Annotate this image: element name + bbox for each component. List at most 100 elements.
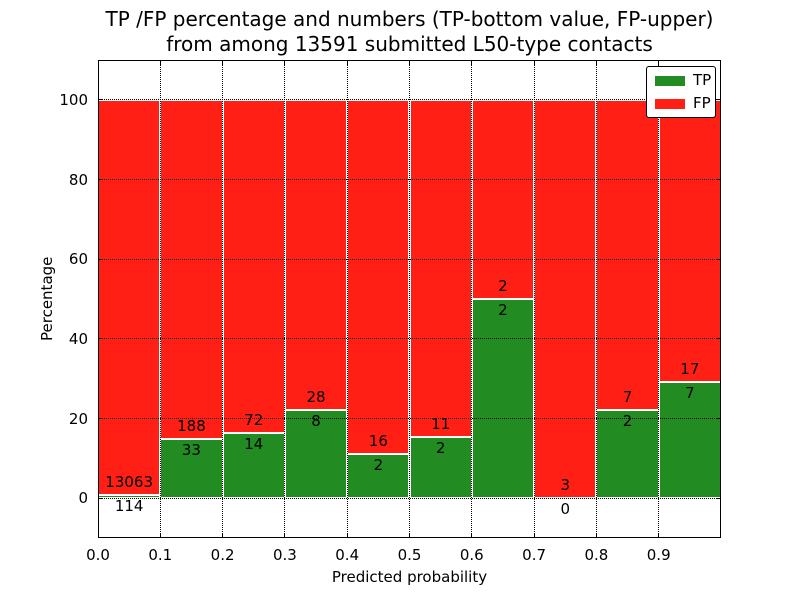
y-tick-right <box>716 179 721 180</box>
y-tick-left <box>98 418 103 419</box>
y-tick-left <box>98 179 103 180</box>
y-tick-label: 100 <box>59 90 88 109</box>
bar-segment-fp <box>347 99 410 454</box>
x-tick-bottom <box>471 533 473 538</box>
bar-label-fp: 11 <box>431 414 451 433</box>
x-tick-label: 0.2 <box>210 546 235 564</box>
y-tick-label: 0 <box>78 489 88 508</box>
x-tick-top <box>346 60 348 65</box>
bar-segment-tp <box>471 299 535 499</box>
bar-segment-fp <box>409 99 472 437</box>
bar-segment-tp <box>596 409 659 499</box>
bar-label-tp: 2 <box>435 438 446 457</box>
bar-label-fp: 2 <box>498 277 508 295</box>
bar-label-fp: 17 <box>680 359 700 378</box>
legend-label: FP <box>693 94 711 112</box>
bar-segment-fp <box>284 99 348 410</box>
bar-segment-fp <box>596 99 659 410</box>
legend: TP FP <box>646 66 716 118</box>
v-gridline <box>658 60 660 538</box>
y-tick-right <box>716 258 721 260</box>
v-gridline <box>222 60 224 538</box>
v-gridline <box>595 60 597 538</box>
x-tick-label: 0.7 <box>522 546 547 564</box>
y-tick-left <box>98 99 103 101</box>
bar-label-fp: 3 <box>560 476 571 495</box>
v-gridline <box>284 60 286 538</box>
bar-segment-fp <box>471 99 535 299</box>
y-tick-label: 80 <box>68 170 88 189</box>
y-tick-left <box>98 338 103 340</box>
y-tick-left <box>98 258 103 260</box>
y-axis-label: Percentage <box>38 256 56 342</box>
x-tick-top <box>222 60 224 65</box>
bar-label-fp: 13063 <box>105 472 153 491</box>
v-gridline <box>409 60 410 538</box>
x-tick-bottom <box>222 533 224 538</box>
legend-item-fp: FP <box>655 96 711 111</box>
x-tick-top <box>533 60 535 65</box>
legend-item-tp: TP <box>655 73 711 88</box>
x-tick-label: 0.3 <box>272 546 297 564</box>
x-tick-top <box>409 60 410 65</box>
bar-segment-fp <box>98 99 161 495</box>
x-tick-bottom <box>159 533 161 538</box>
chart-title: TP /FP percentage and numbers (TP-bottom… <box>98 7 721 57</box>
x-tick-bottom <box>409 533 410 538</box>
v-gridline <box>159 60 161 538</box>
x-tick-label: 0.6 <box>459 546 484 564</box>
x-tick-top <box>159 60 161 65</box>
x-tick-label: 0.0 <box>86 546 110 564</box>
x-tick-top <box>471 60 473 65</box>
x-tick-top <box>658 60 660 65</box>
bar-label-fp: 28 <box>306 387 326 406</box>
bar-segment-tp <box>284 409 348 499</box>
x-tick-bottom <box>284 533 286 538</box>
bar-label-tp: 14 <box>244 435 264 454</box>
bar-segment-fp <box>658 99 721 382</box>
bar-label-tp: 8 <box>311 411 321 430</box>
bar-segment-fp <box>534 99 597 499</box>
bar-segment-fp <box>160 99 223 439</box>
bar-segment-tp <box>347 453 410 499</box>
y-tick-label: 20 <box>68 409 88 428</box>
x-tick-label: 0.5 <box>397 546 422 564</box>
x-tick-bottom <box>595 533 597 538</box>
v-gridline <box>533 60 535 538</box>
x-tick-label: 0.4 <box>335 546 360 564</box>
chart-title-line1: TP /FP percentage and numbers (TP-bottom… <box>105 7 714 31</box>
legend-swatch-tp <box>655 75 685 86</box>
y-tick-right <box>716 418 721 419</box>
x-tick-bottom <box>658 533 660 538</box>
bar-label-fp: 7 <box>622 387 633 406</box>
bar-label-fp: 188 <box>177 416 206 435</box>
x-tick-label: 0.9 <box>646 546 671 564</box>
legend-swatch-fp <box>655 98 685 109</box>
bar-segment-fp <box>222 99 285 434</box>
y-tick-right <box>716 497 721 499</box>
x-tick-top <box>284 60 286 65</box>
bar-label-tp: 2 <box>373 455 384 474</box>
y-tick-label: 40 <box>68 329 88 348</box>
bar-segment-tp <box>160 438 223 499</box>
y-tick-label: 60 <box>68 250 88 269</box>
x-tick-label: 0.8 <box>584 546 609 564</box>
x-tick-label: 0.1 <box>148 546 173 564</box>
y-tick-right <box>716 99 721 101</box>
v-gridline <box>346 60 348 538</box>
bar-label-tp: 114 <box>114 496 144 515</box>
x-tick-bottom <box>533 533 535 538</box>
bar-segment-tp <box>409 436 472 499</box>
bar-label-fp: 16 <box>368 431 388 450</box>
y-tick-left <box>98 497 103 499</box>
bar-label-tp: 2 <box>498 301 508 319</box>
bar-label-fp: 72 <box>244 411 264 430</box>
v-gridline <box>471 60 473 538</box>
bar-label-tp: 0 <box>560 500 571 519</box>
x-axis-label: Predicted probability <box>331 568 488 586</box>
bar-label-tp: 7 <box>685 383 695 402</box>
chart-title-line2: from among 13591 submitted L50-type cont… <box>166 32 653 56</box>
y-tick-right <box>716 338 721 340</box>
bar-label-tp: 33 <box>181 440 201 459</box>
